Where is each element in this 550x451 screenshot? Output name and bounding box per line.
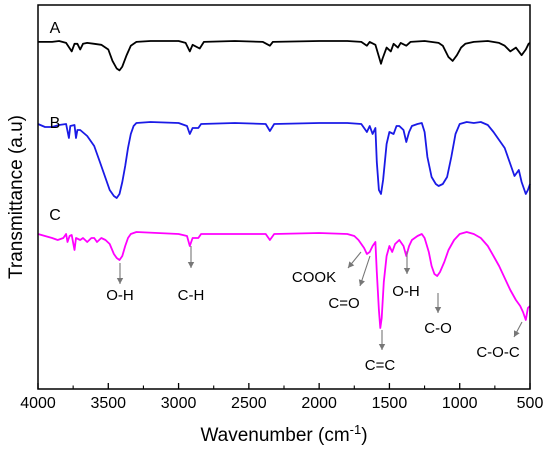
annotation-label-7: C-O-C: [476, 344, 519, 361]
annotation-label-6: C-O: [424, 320, 452, 337]
x-tick-label: 2000: [301, 395, 337, 412]
x-axis-title-exponent: -1: [350, 422, 362, 437]
annotation-arrowhead-5: [403, 268, 411, 274]
series-a-line: [38, 40, 531, 72]
annotation-label-4: C=C: [365, 357, 396, 374]
series-c-line: [37, 231, 531, 329]
annotation-label-3: C=O: [328, 295, 359, 312]
x-tick-label: 4000: [20, 395, 56, 412]
plot-frame: [37, 4, 531, 390]
annotation-arrowhead-3: [358, 279, 365, 286]
annotation-arrowhead-6: [434, 307, 442, 313]
y-axis-title: Transmittance (a.u): [6, 115, 27, 279]
series-layer: A B C: [37, 20, 531, 329]
x-tick-label: 2500: [231, 395, 267, 412]
annotation-arrowhead-7: [514, 330, 520, 337]
x-tick-label: 3500: [90, 395, 126, 412]
x-axis-title-unit: (cm: [318, 425, 350, 446]
series-c-label: C: [49, 207, 61, 224]
annotation-label-1: C-H: [178, 287, 205, 304]
annotation-arrowhead-0: [116, 278, 124, 284]
annotation-label-5: O-H: [392, 283, 420, 300]
x-tick-label: 1500: [372, 395, 408, 412]
x-tick-label: 3000: [161, 395, 197, 412]
x-tick-label: 1000: [442, 395, 478, 412]
x-tick-label: 500: [517, 395, 544, 412]
annotation-arrowhead-4: [378, 344, 386, 350]
x-axis-title: Wavenumber (cm-1): [200, 422, 367, 446]
annotation-label-2: COOK: [292, 269, 336, 286]
annotation-label-0: O-H: [106, 287, 134, 304]
annotation-arrowhead-2: [348, 261, 355, 268]
series-b-line: [37, 121, 531, 199]
x-axis-title-name: Wavenumber: [200, 425, 313, 446]
x-axis-title-close: ): [361, 425, 367, 446]
series-b-label: B: [50, 115, 61, 132]
annotation-arrowhead-1: [187, 262, 195, 268]
annotation-layer: O-H C-H COOK C=O C=C O-H C-O C-O-C: [106, 246, 523, 374]
series-a-label: A: [50, 20, 61, 37]
axis-layer: 4000 3500 3000 2500 2000 1500 1000 500: [20, 383, 543, 412]
